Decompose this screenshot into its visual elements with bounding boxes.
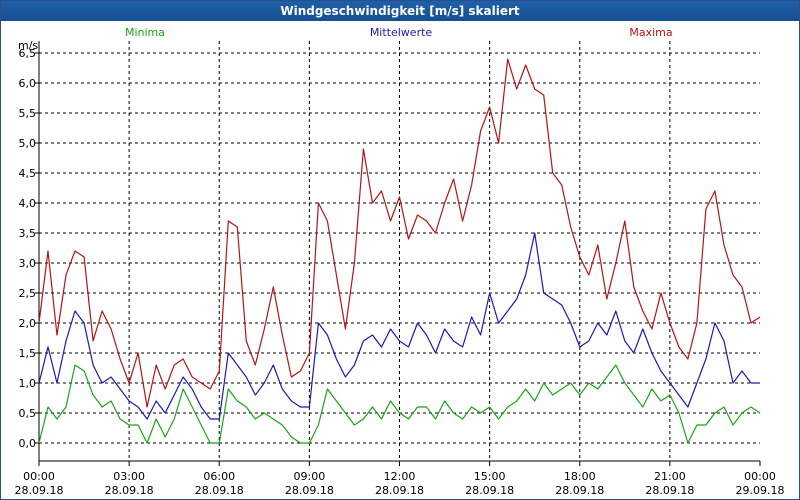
y-tick-label: 0,5: [19, 407, 37, 420]
y-tick-label: 5,0: [19, 137, 37, 150]
x-tick-time: 03:00: [113, 470, 145, 483]
legend-minima: Minima: [125, 26, 165, 39]
legend-mittelwerte: Mittelwerte: [370, 26, 433, 39]
x-tick-date: 28.09.18: [195, 484, 244, 497]
legend-maxima: Maxima: [629, 26, 672, 39]
y-tick-label: 6,0: [19, 77, 37, 90]
y-tick-label: 2,0: [19, 317, 37, 330]
y-axis-label: m/s: [18, 39, 38, 52]
y-tick-label: 3,0: [19, 257, 37, 270]
series-line-minima: [38, 364, 761, 444]
x-tick-time: 00:00: [23, 470, 55, 483]
y-tick-label: 6,5: [19, 47, 37, 60]
x-tick-time: 06:00: [203, 470, 235, 483]
y-tick-label: 0,0: [19, 437, 37, 450]
y-tick-label: 4,0: [19, 197, 37, 210]
x-tick-time: 15:00: [474, 470, 506, 483]
series-line-mittelwerte: [38, 232, 760, 420]
y-tick-label: 4,5: [19, 167, 37, 180]
series-line-maxima: [38, 58, 761, 408]
x-tick-time: 09:00: [294, 470, 326, 483]
x-tick-time: 18:00: [564, 470, 596, 483]
y-tick-label: 1,0: [19, 377, 37, 390]
x-tick-date: 28.09.18: [645, 484, 694, 497]
x-tick-date: 28.09.18: [375, 484, 424, 497]
x-tick-time: 21:00: [654, 470, 686, 483]
y-tick-label: 5,5: [19, 107, 37, 120]
x-tick-date: 28.09.18: [285, 484, 334, 497]
y-tick-label: 2,5: [19, 287, 37, 300]
x-tick-time: 00:00: [744, 470, 776, 483]
x-tick-time: 12:00: [384, 470, 416, 483]
y-tick-label: 3,5: [19, 227, 37, 240]
x-tick-date: 28.09.18: [105, 484, 154, 497]
x-tick-date: 28.09.18: [465, 484, 514, 497]
x-tick-date: 29.09.18: [736, 484, 785, 497]
chart-title: Windgeschwindigkeit [m/s] skaliert: [1, 1, 799, 21]
y-tick-label: 1,5: [19, 347, 37, 360]
x-tick-date: 28.09.18: [15, 484, 64, 497]
x-tick-date: 28.09.18: [555, 484, 604, 497]
